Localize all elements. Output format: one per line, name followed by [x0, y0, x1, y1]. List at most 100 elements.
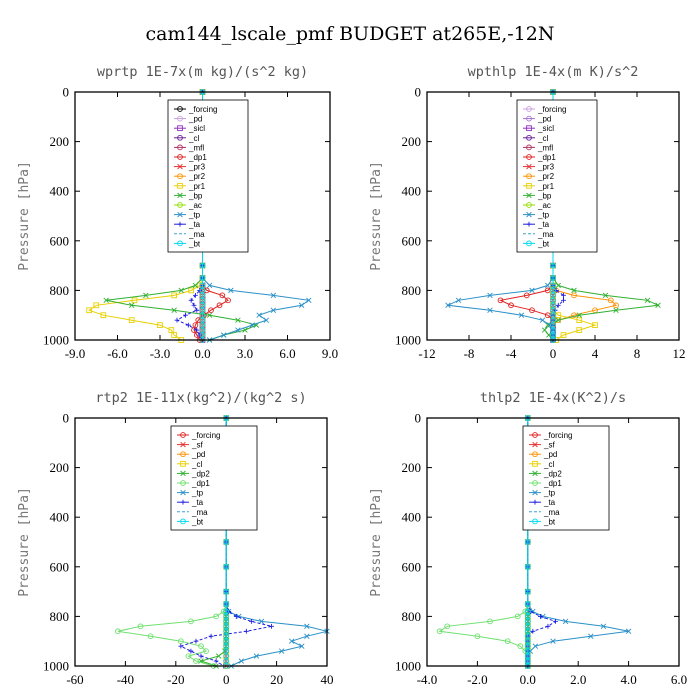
legend-label: _pd — [543, 450, 557, 459]
data-point — [193, 658, 199, 664]
x-tick-label: -12 — [418, 346, 435, 361]
legend-label: _pd — [188, 115, 202, 124]
data-point — [306, 297, 312, 304]
legend-marker — [177, 173, 183, 180]
data-point — [625, 628, 632, 634]
data-point — [157, 322, 163, 328]
legend-label: _dp1 — [543, 479, 562, 488]
legend-label: _cl — [537, 134, 548, 143]
data-point — [263, 317, 269, 323]
y-tick-label: 800 — [402, 609, 422, 624]
data-point — [249, 618, 254, 624]
series-line — [438, 418, 529, 666]
data-point — [524, 539, 531, 545]
legend-marker — [177, 182, 183, 189]
legend-label: _pr2 — [537, 172, 555, 181]
y-tick-label: 0 — [63, 85, 70, 100]
data-point — [539, 317, 546, 323]
legend-marker — [180, 460, 186, 467]
legend-marker — [526, 221, 532, 227]
data-point — [602, 292, 609, 299]
y-tick-label: 1000 — [395, 333, 421, 348]
data-point — [203, 287, 210, 294]
legend-marker — [180, 489, 186, 496]
y-tick-label: 0 — [63, 411, 70, 426]
legend-label: _sicl — [188, 124, 205, 133]
data-point — [298, 302, 305, 308]
data-point — [215, 653, 222, 659]
data-point — [194, 307, 200, 313]
plot-frame — [426, 91, 680, 341]
legend-marker — [526, 125, 532, 132]
legend-marker — [180, 432, 186, 438]
data-point — [177, 638, 184, 645]
data-point — [544, 312, 551, 319]
legend-label: _forcing — [543, 431, 572, 440]
data-point — [524, 588, 531, 595]
legend-label: _ma — [188, 230, 205, 239]
y-tick-label: 200 — [402, 460, 422, 475]
y-tick-label: 400 — [50, 184, 70, 199]
data-point — [192, 322, 199, 328]
data-point — [553, 618, 558, 624]
legend-marker — [532, 518, 538, 525]
legend-label: _forcing — [188, 105, 217, 114]
legend: _forcing_sf_pd_cl_dp2_dp1_tp_ta_ma_bt — [522, 425, 610, 531]
plot-frame — [74, 91, 331, 341]
legend-label: _sf — [543, 441, 555, 450]
legend-marker — [180, 441, 186, 448]
data-point — [600, 623, 607, 630]
data-point — [192, 282, 199, 289]
legend-label: _tp — [537, 211, 550, 220]
legend-label: _ta — [543, 498, 556, 507]
data-point — [208, 633, 214, 639]
y-axis-label: Pressure [hPa] — [369, 161, 384, 271]
data-point — [233, 614, 239, 619]
data-point — [571, 312, 577, 319]
legend-label: _bt — [537, 239, 550, 248]
x-tick-label: -8 — [464, 346, 475, 361]
legend-marker — [177, 134, 183, 141]
data-point — [188, 648, 194, 654]
legend-marker — [526, 106, 532, 112]
data-point — [561, 292, 566, 298]
legend-marker — [526, 154, 532, 160]
x-tick-label: 0.0 — [194, 346, 210, 361]
data-point — [299, 643, 305, 649]
legend-marker — [526, 202, 532, 208]
x-tick-label: 3.0 — [237, 346, 253, 361]
legend-marker — [526, 192, 532, 199]
legend-marker — [526, 163, 532, 170]
legend-label: _cl — [543, 460, 554, 469]
legend-label: _ac — [188, 201, 202, 210]
data-point — [576, 327, 583, 333]
data-point — [530, 628, 536, 634]
legend-marker — [180, 470, 186, 477]
data-point — [219, 292, 226, 299]
data-point — [203, 648, 209, 654]
legend-marker — [177, 211, 183, 218]
x-tick-label: -4.0 — [417, 672, 438, 687]
y-tick-label: 400 — [402, 510, 422, 525]
x-tick-label: 8 — [634, 346, 641, 361]
legend-label: _ta — [188, 220, 201, 229]
data-point — [524, 563, 531, 570]
data-point — [193, 292, 198, 298]
legend-label: _dp2 — [543, 469, 562, 478]
y-tick-label: 600 — [402, 233, 422, 248]
legend-marker — [177, 115, 183, 122]
legend-marker — [532, 432, 538, 438]
data-point — [487, 307, 493, 313]
legend-marker — [526, 240, 532, 247]
data-point — [550, 275, 556, 281]
panel-2: wpthlp 1E-4x(m K)/s^2 Pressure [hPa] -12 -8… — [369, 64, 686, 361]
data-point — [185, 322, 191, 328]
y-tick-label: 200 — [402, 134, 422, 149]
data-point — [100, 312, 107, 319]
data-point — [183, 312, 188, 318]
data-point — [235, 327, 241, 333]
legend: _forcing_pd_sicl_cl_mfl_dp1_pr3_pr2_pr1_… — [167, 99, 249, 253]
data-point — [208, 307, 214, 314]
y-tick-label: 0 — [415, 411, 422, 426]
